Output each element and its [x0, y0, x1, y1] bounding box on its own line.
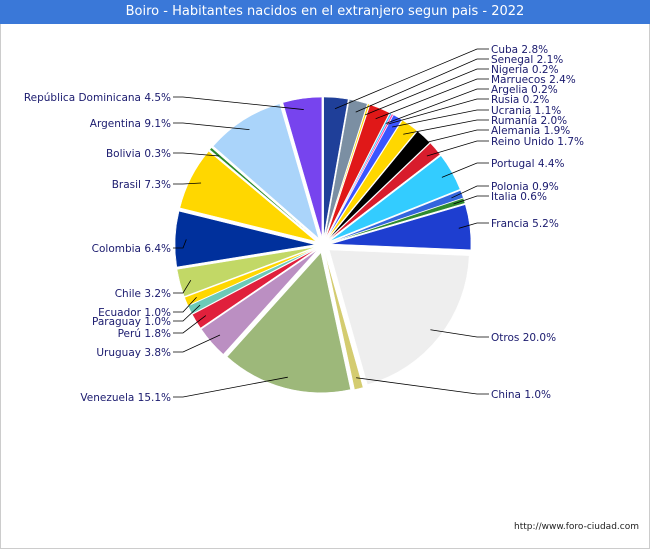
slice-label-senegal: Senegal 2.1% — [491, 54, 563, 66]
slice-label-republica-dominicana: República Dominicana 4.5% — [24, 92, 171, 104]
pie-slice-republica-dominicana — [282, 96, 323, 238]
leader-line-cuba — [334, 48, 489, 110]
slice-label-argentina: Argentina 9.1% — [90, 118, 171, 130]
leader-line-uruguay — [173, 334, 221, 353]
leader-line-china — [356, 377, 489, 395]
leader-line-alemania — [416, 129, 489, 146]
leader-line-ucrania — [392, 109, 489, 128]
leader-line-rumania — [403, 119, 489, 135]
leader-line-marruecos — [375, 78, 489, 120]
plot-area: Cuba 2.8% Senegal 2.1% Nigeria 0.2% Marruec… — [0, 24, 650, 549]
leader-line-rusia — [387, 98, 489, 125]
slice-label-ecuador: Ecuador 1.0% — [98, 307, 171, 319]
pie-slice-uruguay — [200, 250, 318, 355]
slice-label-francia: Francia 5.2% — [491, 218, 559, 230]
leader-line-portugal — [441, 162, 489, 178]
leader-line-paraguay — [173, 304, 201, 322]
slice-label-uruguay: Uruguay 3.8% — [96, 347, 171, 359]
slice-label-brasil: Brasil 7.3% — [112, 179, 171, 191]
pie-slices — [174, 96, 472, 393]
pie-slice-venezuela — [226, 252, 351, 393]
slice-label-colombia: Colombia 6.4% — [92, 243, 171, 255]
pie-slice-reino-unido — [328, 142, 441, 240]
slice-label-venezuela: Venezuela 15.1% — [80, 392, 171, 404]
leader-line-venezuela — [173, 376, 288, 398]
pie-chart: Cuba 2.8%Senegal 2.1%Nigeria 0.2%Marruec… — [24, 44, 584, 404]
pie-slice-argentina — [212, 103, 320, 240]
slice-label-reino-unido: Reino Unido 1.7% — [491, 136, 584, 148]
slice-labels: Cuba 2.8%Senegal 2.1%Nigeria 0.2%Marruec… — [24, 44, 584, 404]
slice-label-bolivia: Bolivia 0.3% — [106, 148, 171, 160]
slice-label-italia: Italia 0.6% — [491, 191, 547, 203]
leader-lines — [173, 48, 489, 398]
slice-label-peru: Perú 1.8% — [118, 328, 171, 340]
leader-line-colombia — [173, 239, 187, 249]
slice-label-portugal: Portugal 4.4% — [491, 158, 565, 170]
source-credit: http://www.foro-ciudad.com — [514, 522, 639, 532]
pie-slice-bolivia — [209, 147, 318, 240]
pie-slice-portugal — [329, 155, 461, 242]
leader-line-italia — [453, 195, 489, 205]
leader-line-republica-dominicana — [173, 96, 304, 110]
leader-line-chile — [173, 279, 192, 294]
pie-slice-cuba — [323, 96, 349, 238]
pie-slice-peru — [192, 248, 317, 329]
slice-label-ucrania: Ucrania 1.1% — [491, 105, 561, 117]
slice-label-marruecos: Marruecos 2.4% — [491, 74, 576, 86]
pie-slice-china — [324, 252, 364, 390]
slice-label-china: China 1.0% — [491, 389, 551, 401]
slice-label-polonia: Polonia 0.9% — [491, 181, 559, 193]
leader-line-francia — [458, 222, 489, 229]
slice-label-alemania: Alemania 1.9% — [491, 125, 570, 137]
pie-slice-ecuador — [184, 247, 316, 306]
chart-title: Boiro - Habitantes nacidos en el extranj… — [0, 0, 650, 24]
slice-label-paraguay: Paraguay 1.0% — [92, 316, 171, 328]
slice-label-chile: Chile 3.2% — [115, 288, 171, 300]
slice-label-otros: Otros 20.0% — [491, 332, 556, 344]
slice-label-argelia: Argelia 0.2% — [491, 84, 558, 96]
leader-line-senegal — [355, 58, 489, 113]
leader-line-bolivia — [173, 152, 220, 157]
pie-slice-brasil — [179, 150, 317, 242]
leader-line-reino-unido — [426, 140, 489, 157]
leader-line-polonia — [451, 185, 489, 199]
leader-line-brasil — [173, 182, 202, 185]
pie-slice-francia — [330, 204, 472, 250]
leader-line-ecuador — [173, 296, 197, 313]
slice-label-rusia: Rusia 0.2% — [491, 94, 549, 106]
leader-line-nigeria — [365, 68, 489, 116]
slice-label-cuba: Cuba 2.8% — [491, 44, 548, 56]
pie-slice-colombia — [174, 210, 316, 268]
slice-label-rumania: Rumanía 2.0% — [491, 115, 567, 127]
pie-slice-polonia — [330, 190, 464, 243]
leader-line-argentina — [173, 122, 250, 131]
pie-slice-otros — [328, 249, 470, 385]
pie-slice-chile — [176, 246, 316, 297]
leader-line-otros — [430, 329, 489, 338]
pie-slice-senegal — [324, 99, 368, 238]
slice-label-nigeria: Nigeria 0.2% — [491, 64, 559, 76]
leader-line-peru — [173, 315, 207, 334]
pie-slice-rusia — [326, 113, 394, 239]
leader-line-argelia — [385, 88, 489, 124]
pie-slice-nigeria — [325, 103, 370, 238]
